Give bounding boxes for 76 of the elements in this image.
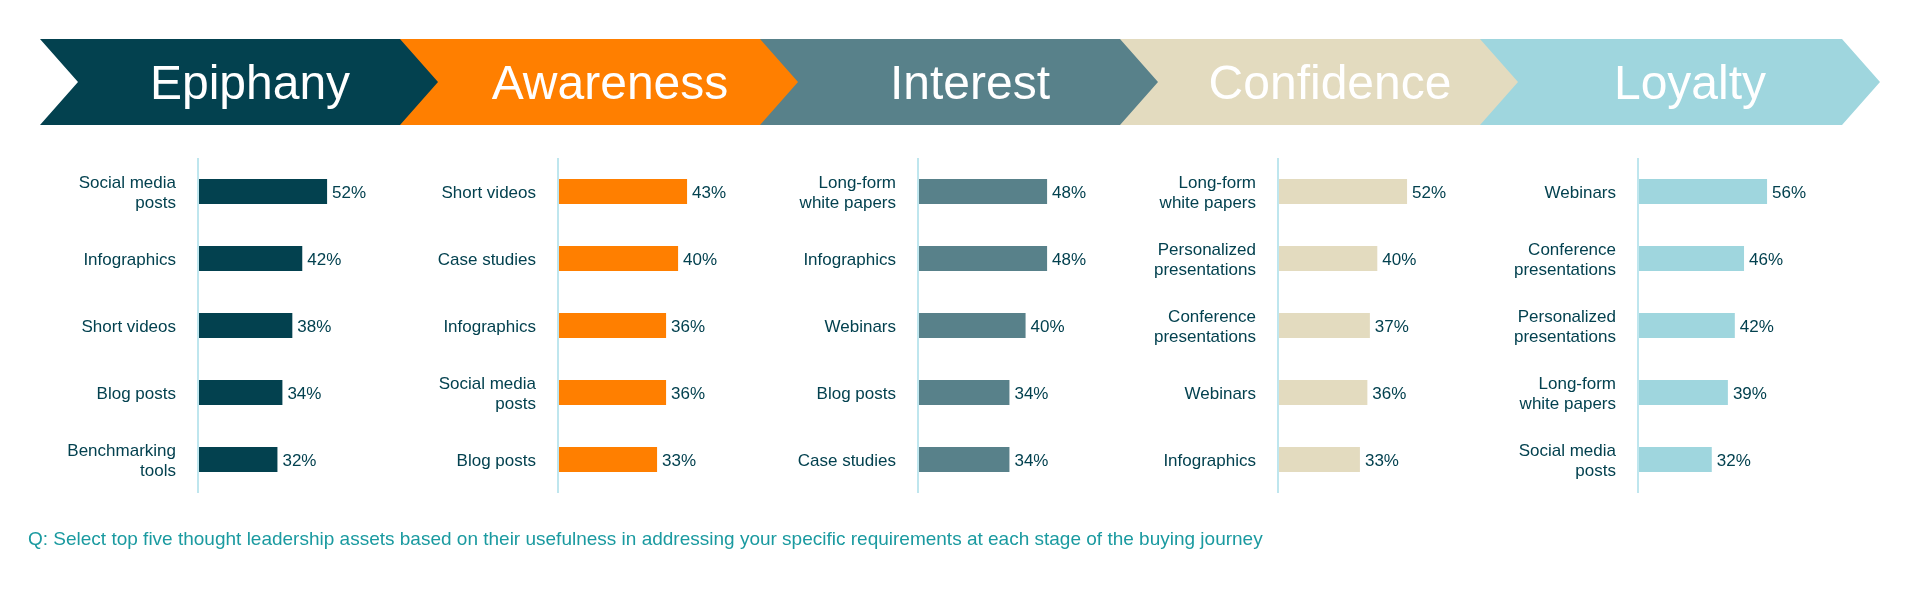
y-tick-label: Short videos [441,182,536,202]
data-label: 36% [1372,383,1407,403]
data-label: 43% [692,182,727,202]
data-label: 38% [297,316,332,336]
data-label: 48% [1052,182,1087,202]
data-label: 42% [307,249,342,269]
y-tick-label: Long-form white papers [1518,373,1616,413]
y-tick-label: Personalized presentations [1513,306,1616,346]
data-label: 34% [287,383,322,403]
y-tick-label: Short videos [81,316,176,336]
y-tick-label: Benchmarking tools [67,440,176,480]
data-label: 37% [1374,316,1409,336]
data-label: 36% [671,316,706,336]
chart-title: Loyalty [1613,56,1767,109]
y-tick-label: Personalized presentations [1153,239,1256,279]
bar [1278,179,1408,204]
bar [558,246,679,271]
bar [198,246,303,271]
bar [198,313,293,338]
y-tick-label: Webinars [1184,383,1256,403]
data-label: 34% [1014,383,1049,403]
data-label: 42% [1739,316,1774,336]
chart-title: Interest [889,56,1051,109]
y-tick-label: Social media posts [78,172,177,212]
y-tick-label: Social media posts [1518,440,1617,480]
data-label: 52% [332,182,367,202]
y-tick-label: Blog posts [96,383,176,403]
bar [1278,246,1378,271]
data-label: 48% [1052,249,1087,269]
y-tick-label: Infographics [1163,450,1256,470]
y-tick-label: Webinars [1544,182,1616,202]
y-tick-label: Long-form white papers [1158,172,1256,212]
bar [558,380,667,405]
chart-title: Epiphany [149,56,351,109]
bar [1278,380,1368,405]
y-tick-label: Social media posts [438,373,537,413]
data-label: 36% [671,383,706,403]
y-tick-label: Conference presentations [1153,306,1256,346]
bar [558,179,688,204]
data-label: 46% [1749,249,1784,269]
y-tick-label: Webinars [824,316,896,336]
data-label: 34% [1014,450,1049,470]
text: Q: Select top five thought leadership assets based on their usefulness in addressing your specific requirements at each stage of the buying journey [28,528,1263,550]
data-label: 40% [1030,316,1065,336]
data-label: 56% [1772,182,1807,202]
chart-title: Confidence [1208,56,1452,109]
data-label: 52% [1412,182,1447,202]
bar [1638,447,1712,472]
y-tick-label: Blog posts [456,450,536,470]
y-tick-label: Blog posts [816,383,896,403]
y-tick-label: Infographics [803,249,896,269]
data-label: 40% [1382,249,1417,269]
bar [558,313,667,338]
y-tick-label: Infographics [443,316,536,336]
y-tick-label: Infographics [83,249,176,269]
data-label: 39% [1732,383,1767,403]
y-tick-label: Long-form white papers [798,172,896,212]
bar [1638,313,1735,338]
data-label: 40% [683,249,718,269]
bar [1278,447,1360,472]
y-tick-label: Case studies [797,450,896,470]
y-tick-label: Case studies [437,249,536,269]
bar [198,380,283,405]
chart-title: Awareness [491,56,729,109]
data-label: 32% [1716,450,1751,470]
data-label: 32% [282,450,317,470]
data-label: 33% [662,450,697,470]
bar [558,447,658,472]
bar [1638,246,1745,271]
bar [1278,313,1370,338]
bar [1638,179,1768,204]
bar [1638,380,1728,405]
bar [198,447,278,472]
data-label: 33% [1364,450,1399,470]
y-tick-label: Conference presentations [1513,239,1616,279]
bar [198,179,328,204]
